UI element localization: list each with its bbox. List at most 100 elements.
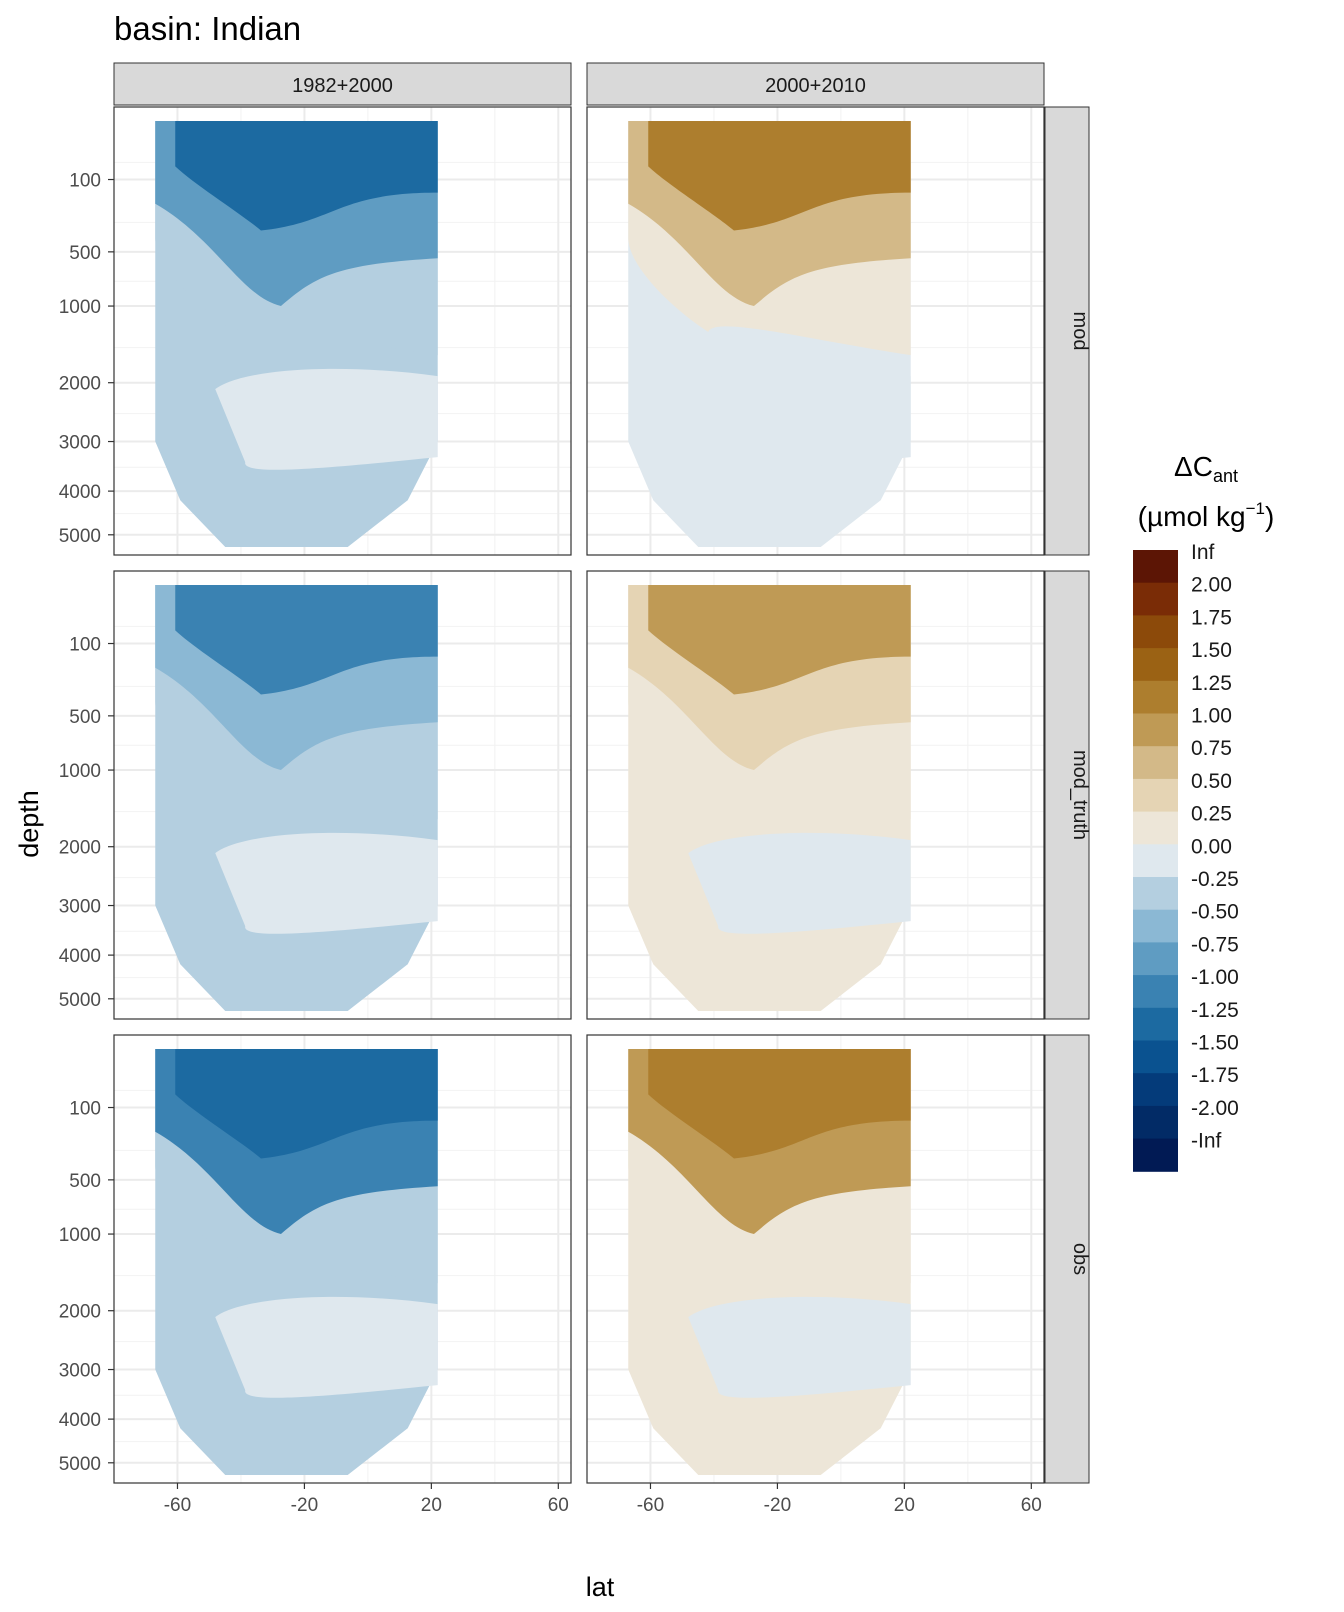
facet-strip-col xyxy=(113,62,572,106)
legend-swatch xyxy=(1133,844,1178,878)
y-tick-label: 500 xyxy=(69,243,101,264)
x-tick-label: 20 xyxy=(894,1495,915,1516)
x-tick-label: -20 xyxy=(291,1495,318,1516)
legend-label: -0.50 xyxy=(1191,901,1239,924)
legend-swatch xyxy=(1133,942,1178,976)
legend-label: -1.50 xyxy=(1191,1032,1239,1055)
legend-swatch xyxy=(1133,975,1178,1009)
legend-label: 0.50 xyxy=(1191,770,1232,793)
panel-border xyxy=(113,1034,572,1484)
legend-label: 0.75 xyxy=(1191,737,1232,760)
contour-field xyxy=(155,1049,438,1476)
facet-panel xyxy=(113,106,572,556)
facet-strip-row xyxy=(1044,570,1090,1020)
legend-swatch xyxy=(1133,1138,1178,1172)
x-tick-label: 60 xyxy=(548,1495,569,1516)
legend-swatch xyxy=(1133,746,1178,780)
legend-swatch xyxy=(1133,680,1178,714)
y-tick-label: 1000 xyxy=(59,297,101,318)
legend-swatch xyxy=(1133,615,1178,649)
legend-unit: (µmol kg−1) xyxy=(1138,499,1275,532)
contour-field xyxy=(155,585,438,1012)
y-tick-label: 5000 xyxy=(59,990,101,1011)
legend-swatch xyxy=(1133,582,1178,616)
legend-label: 0.00 xyxy=(1191,835,1232,858)
legend-label: -1.75 xyxy=(1191,1064,1239,1087)
facet-panel xyxy=(113,570,572,1020)
legend-label: -Inf xyxy=(1191,1130,1222,1153)
legend-swatch xyxy=(1133,648,1178,682)
contour-band-deep xyxy=(688,832,911,934)
y-tick-label: 100 xyxy=(69,635,101,656)
legend-swatch xyxy=(1133,1073,1178,1107)
legend-label: -0.75 xyxy=(1191,933,1239,956)
contour-band-surface xyxy=(648,585,911,695)
legend-label: -1.00 xyxy=(1191,966,1239,989)
facet-strip-row-label: mod xyxy=(1069,312,1091,351)
legend-swatch xyxy=(1133,811,1178,845)
y-tick-label: 1000 xyxy=(59,1225,101,1246)
y-tick-label: 4000 xyxy=(59,482,101,503)
legend-label: -2.00 xyxy=(1191,1097,1239,1120)
legend-swatch xyxy=(1133,909,1178,943)
legend-label: 1.50 xyxy=(1191,639,1232,662)
y-tick-label: 3000 xyxy=(59,433,101,454)
facet-strip-col xyxy=(586,62,1045,106)
facet-panel xyxy=(113,1034,572,1484)
y-tick-label: 1000 xyxy=(59,761,101,782)
x-tick-label: 20 xyxy=(421,1495,442,1516)
legend-label: 2.00 xyxy=(1191,574,1232,597)
y-tick-label: 2000 xyxy=(59,838,101,859)
x-axis: -60 -20 20 60 -60 -20 20 60 xyxy=(164,1483,1042,1516)
facet-panel xyxy=(586,106,1045,556)
contour-band-deep xyxy=(215,832,438,934)
contour-band-deep xyxy=(215,368,438,470)
legend-label: Inf xyxy=(1191,541,1215,564)
legend-label: 0.25 xyxy=(1191,803,1232,826)
panel-border xyxy=(586,570,1045,1020)
y-tick-label: 5000 xyxy=(59,526,101,547)
facet-strip-col-label: 1982+2000 xyxy=(292,75,393,97)
y-axis-label: depth xyxy=(14,790,44,858)
contour-band-deep xyxy=(688,1296,911,1398)
facet-panel xyxy=(586,1034,1045,1484)
contour-field xyxy=(628,1049,911,1476)
legend-label: 1.00 xyxy=(1191,705,1232,728)
x-axis-label: lat xyxy=(586,1572,615,1602)
legend-swatch xyxy=(1133,713,1178,747)
y-tick-label: 100 xyxy=(69,1099,101,1120)
y-tick-label: 4000 xyxy=(59,946,101,967)
legend-title: ΔCant xyxy=(1174,451,1238,486)
facet-strip-row xyxy=(1044,1034,1090,1484)
x-tick-label: -60 xyxy=(164,1495,191,1516)
facet-strip-row-label: mod_truth xyxy=(1069,750,1091,840)
contour-field xyxy=(628,121,911,548)
legend-swatch xyxy=(1133,778,1178,813)
contour-field xyxy=(628,585,911,1012)
panel-border xyxy=(113,106,572,556)
y-tick-label: 500 xyxy=(69,1171,101,1192)
facet-strip-col-label: 2000+2010 xyxy=(765,75,866,97)
y-tick-label: 4000 xyxy=(59,1410,101,1431)
legend-label: 1.75 xyxy=(1191,606,1232,629)
legend-swatch xyxy=(1133,1007,1178,1041)
x-tick-label: -60 xyxy=(637,1495,664,1516)
panel-border xyxy=(586,1034,1045,1484)
y-tick-label: 2000 xyxy=(59,1302,101,1323)
legend-swatch xyxy=(1133,550,1178,584)
contour-band-deep xyxy=(688,368,911,470)
legend-label: -0.25 xyxy=(1191,868,1239,891)
y-tick-label: 500 xyxy=(69,707,101,728)
panel-border xyxy=(113,570,572,1020)
color-legend: ΔCant (µmol kg−1) Inf 2.00 1.75 1.50 1.25 1.00 0… xyxy=(1133,451,1274,1172)
legend-swatch xyxy=(1133,877,1178,911)
contour-band-deep xyxy=(215,1296,438,1398)
contour-band-surface xyxy=(648,1049,911,1159)
facet-strip-row-label: obs xyxy=(1069,1243,1091,1275)
legend-label: -1.25 xyxy=(1191,999,1239,1022)
y-tick-label: 3000 xyxy=(59,897,101,918)
panel-border xyxy=(586,106,1045,556)
chart-title: basin: Indian xyxy=(114,10,301,47)
contour-band-surface xyxy=(175,585,438,695)
